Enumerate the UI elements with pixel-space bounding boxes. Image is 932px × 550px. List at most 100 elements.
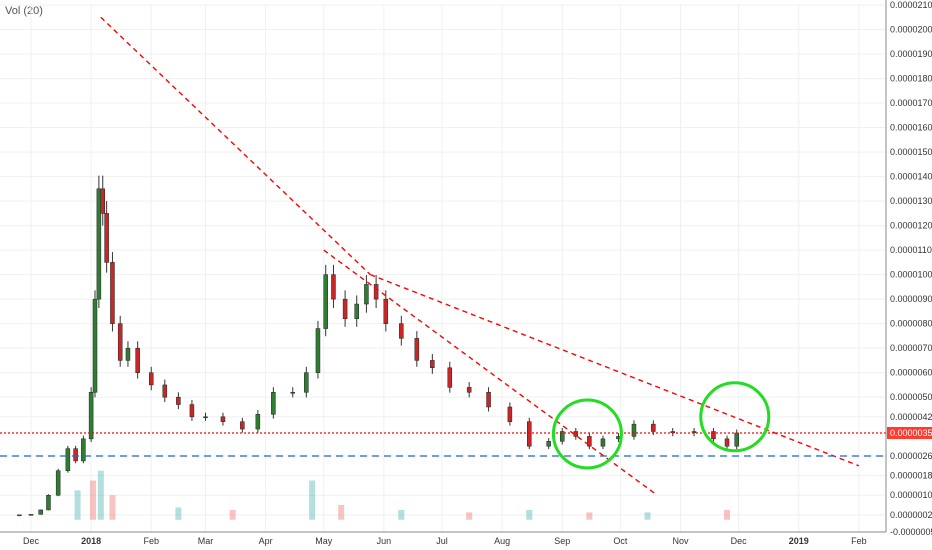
candle-body <box>73 448 78 462</box>
x-tick-label: Dec <box>23 536 40 546</box>
x-tick-label: May <box>315 536 333 546</box>
volume-bar <box>175 507 182 520</box>
candle-body <box>46 494 51 511</box>
candle-body <box>117 323 123 361</box>
candle-body <box>176 396 181 405</box>
candle-body <box>383 298 389 324</box>
candle-body <box>447 367 453 388</box>
candle-body <box>255 414 261 430</box>
candle-body <box>587 436 592 447</box>
volume-bar <box>398 509 405 520</box>
candle-body <box>104 213 109 263</box>
candle-body <box>600 438 606 447</box>
candle-body <box>724 438 730 447</box>
candle-body <box>354 303 359 319</box>
candle-body <box>92 298 98 393</box>
candle-body <box>559 431 565 442</box>
candle-body <box>220 416 226 422</box>
volume-indicator-label: Vol (20) <box>5 5 43 17</box>
candle-body <box>507 406 513 422</box>
candle-body <box>65 448 71 471</box>
candle-body <box>125 347 131 361</box>
volume-bar <box>97 470 104 520</box>
candle-body <box>55 470 61 496</box>
volume-bar <box>724 509 731 520</box>
x-tick-label: Mar <box>198 536 214 546</box>
candle-body <box>96 188 102 300</box>
volume-bar <box>309 480 316 520</box>
x-tick-label: Aug <box>494 536 510 546</box>
candle-body <box>17 514 22 517</box>
x-tick-label: Feb <box>851 536 867 546</box>
volume-bar <box>74 490 81 520</box>
x-tick-label: 2018 <box>81 536 101 546</box>
y-tick-label: 0.00000020 <box>890 510 932 520</box>
candle-body <box>88 392 94 440</box>
volume-bar <box>466 512 473 520</box>
volume-bar <box>586 512 593 520</box>
candle-body <box>189 404 195 418</box>
y-tick-label: -0.00000050 <box>890 527 932 537</box>
candle-body <box>304 372 309 393</box>
candle-body <box>290 392 295 394</box>
volume-bar <box>229 509 236 520</box>
candle-body <box>203 416 208 419</box>
candle-body <box>399 323 404 339</box>
x-tick-label: 2019 <box>789 536 809 546</box>
candle-body <box>331 274 336 300</box>
candle-body <box>691 431 697 433</box>
candle-body <box>135 347 140 373</box>
x-tick-label: Feb <box>143 536 159 546</box>
x-tick-label: Apr <box>259 536 273 546</box>
volume-bar <box>338 505 345 520</box>
candle-body <box>430 360 435 369</box>
candle-body <box>148 372 154 386</box>
candle-body <box>240 421 245 430</box>
trendline <box>323 249 658 496</box>
volume-bar <box>109 495 116 520</box>
candle-body <box>342 298 348 319</box>
trendline <box>100 16 371 276</box>
candle-body <box>546 441 551 447</box>
candle-body <box>711 431 716 440</box>
candle-body <box>527 421 532 447</box>
x-tick-label: Nov <box>672 536 689 546</box>
candle-body <box>486 392 491 408</box>
candle-body <box>414 338 420 361</box>
price-tag-label: 0.00000354 <box>890 428 932 438</box>
candle-body <box>323 274 328 329</box>
highlight-circle <box>551 398 623 470</box>
candle-body <box>364 284 369 305</box>
candle-body <box>373 284 379 300</box>
volume-bar <box>526 509 533 520</box>
candle-body <box>466 387 472 393</box>
candle-body <box>100 188 106 214</box>
candle-body <box>28 514 34 516</box>
trendline <box>370 273 860 467</box>
candle-body <box>734 432 739 447</box>
candle-body <box>271 392 276 415</box>
x-tick-label: Jun <box>377 536 392 546</box>
candle-body <box>631 423 637 437</box>
candle-body <box>38 509 43 515</box>
x-tick-label: Sep <box>554 536 570 546</box>
